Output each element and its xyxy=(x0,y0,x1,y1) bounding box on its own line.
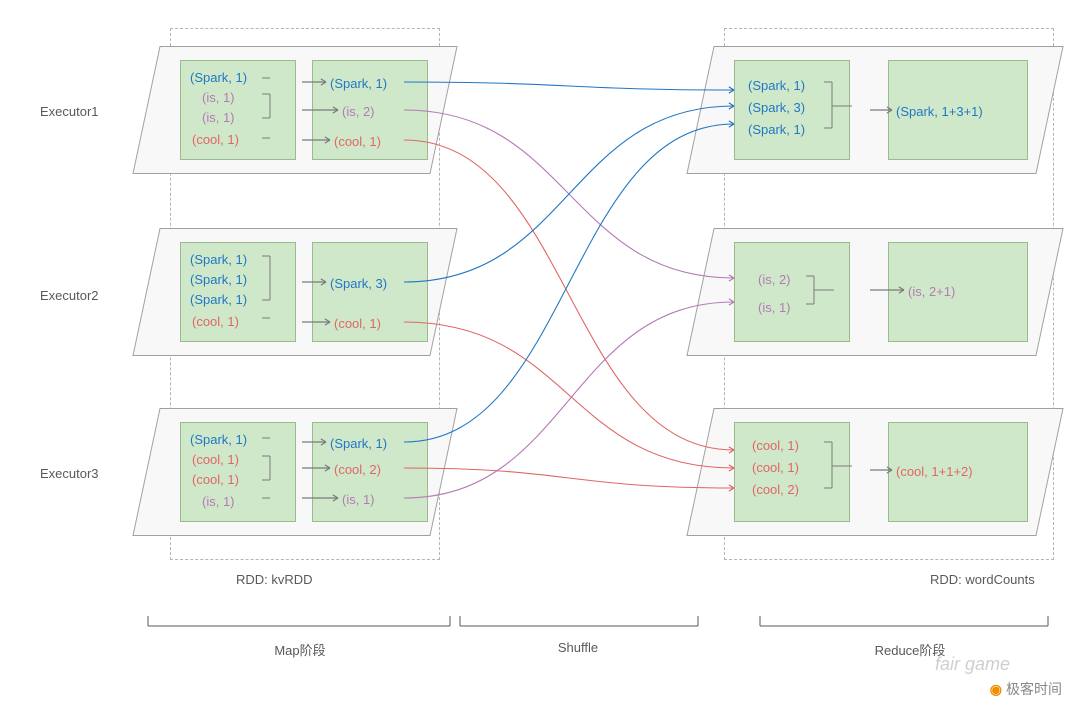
tuple: (is, 1) xyxy=(202,110,235,125)
watermark: fair game xyxy=(935,654,1010,675)
tuple: (Spark, 1) xyxy=(330,436,387,451)
tuple: (is, 1) xyxy=(342,492,375,507)
tuple: (Spark, 3) xyxy=(748,100,805,115)
tuple: (cool, 2) xyxy=(752,482,799,497)
tuple: (is, 2+1) xyxy=(908,284,955,299)
tuple: (cool, 1+1+2) xyxy=(896,464,973,479)
tuple: (is, 1) xyxy=(758,300,791,315)
tuple: (is, 1) xyxy=(202,90,235,105)
tuple: (cool, 1) xyxy=(334,134,381,149)
executor-label: Executor2 xyxy=(40,288,99,303)
tuple: (cool, 1) xyxy=(334,316,381,331)
tuple: (Spark, 1) xyxy=(748,78,805,93)
tuple: (cool, 1) xyxy=(192,472,239,487)
executor-label: Executor3 xyxy=(40,466,99,481)
tuple: (cool, 2) xyxy=(334,462,381,477)
rdd-kv-label: RDD: kvRDD xyxy=(236,572,313,587)
tuple: (Spark, 1) xyxy=(190,252,247,267)
tuple: (cool, 1) xyxy=(192,314,239,329)
rdd-wc-label: RDD: wordCounts xyxy=(930,572,1035,587)
tuple: (is, 2) xyxy=(758,272,791,287)
tuple: (cool, 1) xyxy=(752,460,799,475)
tuple: (Spark, 1) xyxy=(190,292,247,307)
tuple: (cool, 1) xyxy=(752,438,799,453)
stage-shuffle-label: Shuffle xyxy=(548,640,608,655)
tuple: (Spark, 3) xyxy=(330,276,387,291)
tuple: (Spark, 1) xyxy=(330,76,387,91)
executor-label: Executor1 xyxy=(40,104,99,119)
tuple: (is, 1) xyxy=(202,494,235,509)
tuple: (cool, 1) xyxy=(192,132,239,147)
footer-logo: ◉极客时间 xyxy=(990,679,1062,699)
stage-map-label: Map阶段 xyxy=(260,640,340,659)
tuple: (is, 2) xyxy=(342,104,375,119)
diagram-root: (Spark, 1) (is, 1) (is, 1) (cool, 1) (Spark,… xyxy=(0,0,1080,707)
footer-logo-text: 极客时间 xyxy=(1006,681,1062,697)
tuple: (Spark, 1) xyxy=(190,70,247,85)
tuple: (Spark, 1) xyxy=(190,272,247,287)
tuple: (cool, 1) xyxy=(192,452,239,467)
tuple: (Spark, 1) xyxy=(190,432,247,447)
tuple: (Spark, 1+3+1) xyxy=(896,104,983,119)
tuple: (Spark, 1) xyxy=(748,122,805,137)
